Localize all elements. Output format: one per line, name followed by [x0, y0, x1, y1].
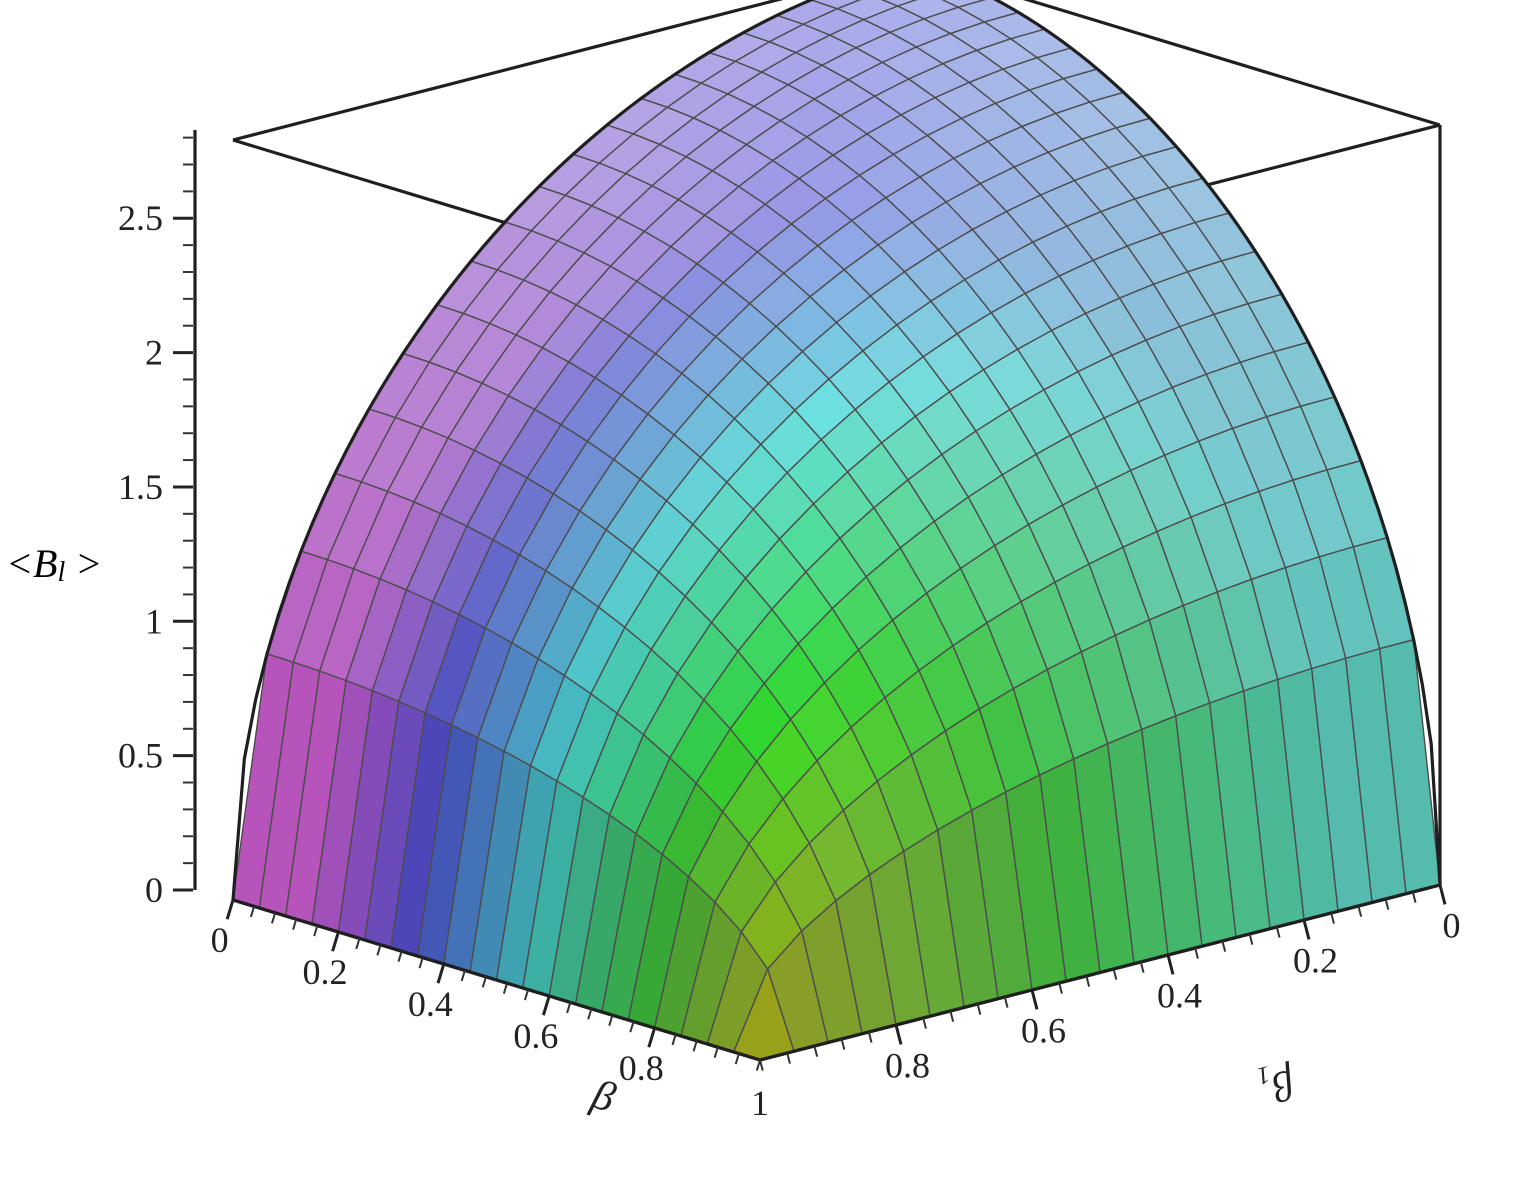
svg-text:2: 2	[145, 333, 163, 373]
svg-text:0.6: 0.6	[513, 1016, 558, 1056]
z-axis-label: <Bl >	[6, 540, 102, 589]
svg-text:β: β	[586, 1071, 620, 1121]
plot-3d-surface: 0 0.5 1 1.5 2 2.5 0 0.2 0.4 0.6 0.8 0 0.2 0.4 0.6 0.8 1 β…	[0, 0, 1524, 1194]
svg-text:0: 0	[211, 920, 229, 960]
z-axis	[173, 130, 195, 890]
svg-text:1.5: 1.5	[118, 467, 163, 507]
svg-text:2.5: 2.5	[118, 198, 163, 238]
svg-text:1: 1	[751, 1083, 769, 1123]
svg-text:1: 1	[145, 601, 163, 641]
surface-svg: 0 0.5 1 1.5 2 2.5 0 0.2 0.4 0.6 0.8 0 0.2 0.4 0.6 0.8 1 β…	[0, 0, 1524, 1194]
svg-text:0.8: 0.8	[619, 1048, 664, 1088]
svg-text:0.4: 0.4	[1157, 976, 1202, 1016]
svg-text:0: 0	[1442, 906, 1460, 946]
svg-text:β1: β1	[1254, 1055, 1300, 1113]
svg-text:0.4: 0.4	[408, 984, 453, 1024]
surface	[233, 0, 1440, 1060]
svg-text:0.8: 0.8	[885, 1046, 930, 1086]
svg-text:0.2: 0.2	[1293, 941, 1338, 981]
svg-text:0.6: 0.6	[1021, 1011, 1066, 1051]
svg-text:0: 0	[145, 870, 163, 910]
svg-text:0.5: 0.5	[118, 736, 163, 776]
svg-text:0.2: 0.2	[303, 952, 348, 992]
